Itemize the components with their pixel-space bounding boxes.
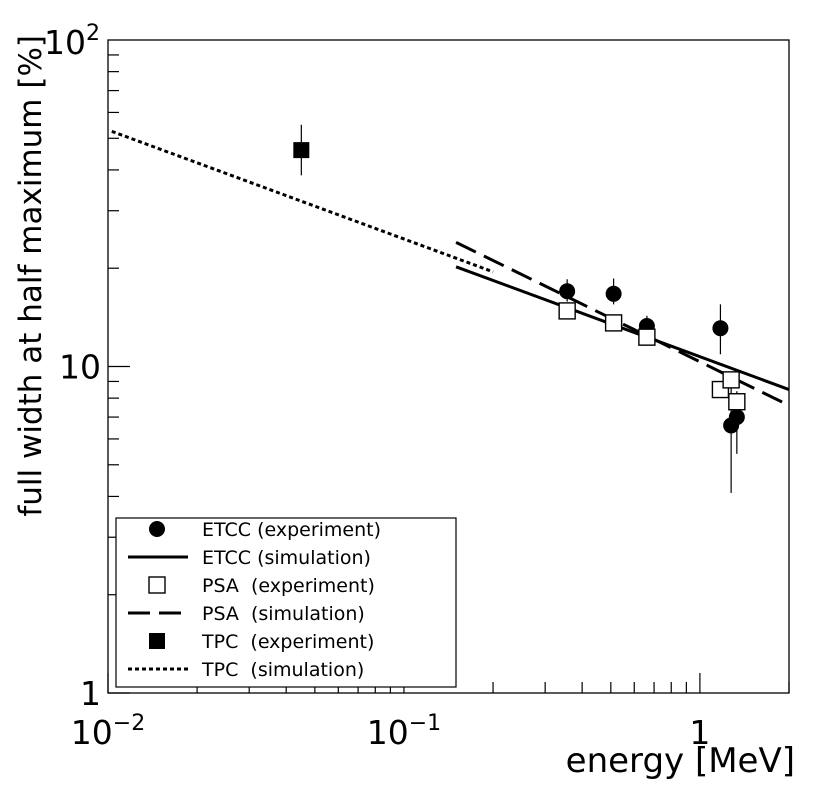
data-point-open-square	[728, 393, 746, 411]
y-axis-title: full width at half maximum [%]	[13, 35, 49, 517]
legend-symbol-filled-circle	[149, 521, 165, 537]
legend-label: TPC (simulation)	[201, 659, 364, 681]
data-point-open-square	[722, 371, 740, 389]
data-point-open-square	[558, 302, 576, 320]
data-point-filled-circle	[605, 285, 622, 302]
data-point-open-square	[638, 328, 656, 346]
data-point-open-square	[604, 314, 623, 332]
legend-label: TPC (experiment)	[201, 631, 374, 653]
legend-label: ETCC (experiment)	[202, 519, 381, 541]
data-point-filled-circle	[712, 320, 729, 337]
y-tick-label: 1	[80, 674, 101, 713]
x-tick-label: 10−2	[71, 711, 145, 752]
data-point-filled-circle	[728, 409, 745, 426]
plot-series	[111, 124, 790, 493]
series-line-dotted	[111, 129, 494, 274]
axes: 10−2 10−1 1 1 10 102	[44, 21, 790, 752]
y-tick-label: 10	[59, 348, 101, 387]
legend-label: ETCC (simulation)	[202, 547, 371, 569]
series-line-solid	[455, 265, 790, 391]
legend: ETCC (experiment) ETCC (simulation) PSA (e…	[115, 517, 457, 688]
x-tick-label: 1	[689, 713, 710, 752]
legend-box	[115, 517, 457, 688]
data-point-filled-square	[293, 142, 310, 159]
y-tick-label: 102	[44, 21, 100, 62]
legend-symbol-open-square	[148, 576, 166, 594]
legend-label: PSA (experiment)	[202, 575, 375, 597]
data-point-filled-circle	[559, 283, 576, 300]
legend-symbol-filled-square	[149, 633, 165, 649]
x-axis-title: energy [MeV]	[566, 741, 795, 781]
x-tick-label: 10−1	[367, 711, 441, 752]
legend-label: PSA (simulation)	[202, 603, 365, 625]
